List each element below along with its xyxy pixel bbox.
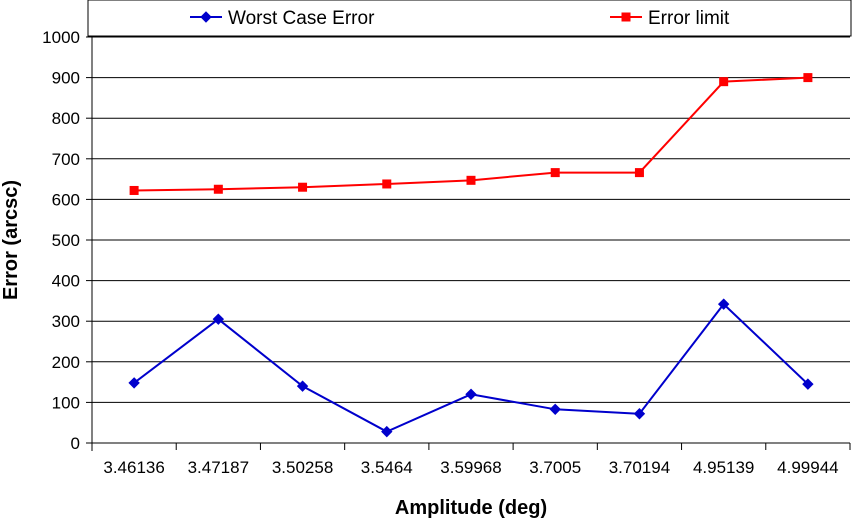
diamond-marker [128,377,140,389]
square-marker [466,175,476,185]
y-tick-label: 500 [52,231,80,250]
diamond-marker [633,408,646,420]
y-tick-label: 700 [52,150,80,169]
y-tick-label: 900 [52,69,80,88]
x-tick-label: 3.46136 [103,458,164,477]
diamond-marker [212,313,225,325]
x-tick-label: 3.7005 [529,458,581,477]
x-tick-label: 4.99944 [777,458,838,477]
diamond-marker [200,11,212,23]
diamond-marker [465,388,477,400]
x-tick-label: 4.95139 [693,458,754,477]
square-marker [298,182,308,192]
y-tick-label: 0 [71,434,80,453]
y-tick-label: 1000 [42,28,80,47]
square-marker [803,73,813,83]
gridlines [92,36,850,403]
y-tick-label: 100 [52,393,80,412]
y-tick-label: 600 [52,190,80,209]
y-axis-title: Error (arcsc) [0,180,22,300]
square-marker [621,12,631,22]
diamond-marker [381,425,393,438]
x-axis-title: Amplitude (deg) [395,497,547,519]
y-tick-label: 400 [52,272,80,291]
series-error-limit [129,73,813,195]
y-tick-label: 200 [52,353,80,372]
diamond-marker [717,298,730,310]
legend-label: Error limit [648,8,730,29]
legend: Worst Case Error Error limit [87,0,852,37]
x-tick-label: 3.47187 [188,458,249,477]
y-tick-label: 300 [52,312,80,331]
square-marker [634,168,644,178]
square-marker [129,185,139,195]
x-tick-label: 3.70194 [609,458,670,477]
x-tick-label: 3.59968 [440,458,501,477]
square-marker [213,184,223,194]
series-line [133,302,809,433]
series-lines [128,73,814,438]
series-line [134,76,808,192]
diamond-marker [802,378,814,390]
y-tick-label: 800 [52,109,80,128]
diamond-marker [549,403,561,416]
legend-item: Worst Case Error [190,8,375,29]
legend-label: Worst Case Error [228,8,375,29]
x-tick-label: 3.50258 [272,458,333,477]
legend-item: Error limit [610,8,730,29]
square-marker [382,179,392,189]
tick-labels: 0 100 200 300 400 500 600 700 800 900 1000 3.46136 3… [42,28,838,477]
diamond-marker [296,380,309,392]
axes [86,36,851,451]
square-marker [719,77,729,87]
x-tick-label: 3.5464 [361,458,413,477]
square-marker [550,168,560,178]
series-worst-case-error [128,298,814,438]
